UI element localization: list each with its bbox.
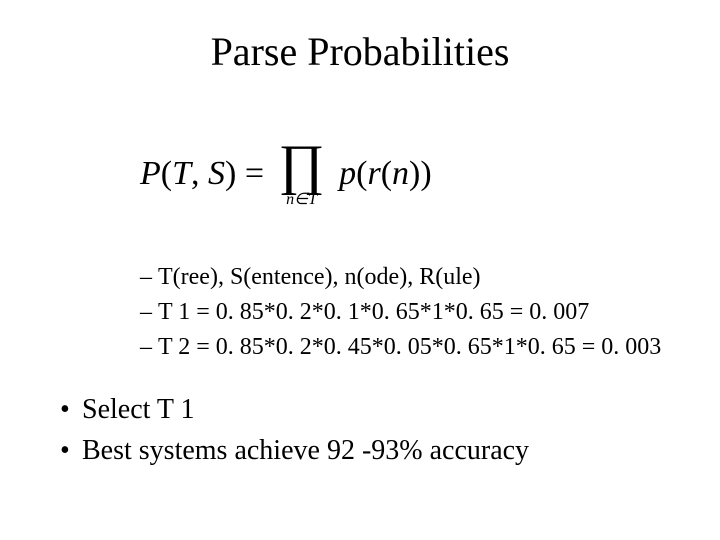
slide: Parse Probabilities P(T, S) = ∏ n∈T p(r(… bbox=[0, 0, 720, 540]
formula-p: p bbox=[339, 155, 356, 192]
bullet-icon: • bbox=[60, 431, 82, 472]
sub-bullet-text: T 2 = 0. 85*0. 2*0. 45*0. 05*0. 65*1*0. … bbox=[158, 334, 661, 360]
dash-icon: – bbox=[140, 260, 158, 295]
formula-open-paren: ( bbox=[161, 155, 172, 192]
formula-inner-close: ) bbox=[409, 155, 420, 192]
formula-S: S bbox=[208, 155, 225, 192]
formula-comma: , bbox=[191, 155, 200, 192]
dash-icon: – bbox=[140, 295, 158, 330]
formula-P: P bbox=[140, 155, 161, 192]
sub-bullet-list: –T(ree), S(entence), n(ode), R(ule) –T 1… bbox=[140, 260, 661, 364]
formula-T: T bbox=[172, 155, 191, 192]
product-symbol-icon: ∏ bbox=[279, 140, 325, 190]
sub-bullet-item: –T 2 = 0. 85*0. 2*0. 45*0. 05*0. 65*1*0.… bbox=[140, 330, 661, 365]
sub-bullet-item: –T(ree), S(entence), n(ode), R(ule) bbox=[140, 260, 661, 295]
sub-bullet-item: –T 1 = 0. 85*0. 2*0. 1*0. 65*1*0. 65 = 0… bbox=[140, 295, 661, 330]
formula-rhs-close: ) bbox=[420, 155, 431, 192]
main-bullet-item: •Best systems achieve 92 -93% accuracy bbox=[60, 431, 529, 472]
formula-n: n bbox=[392, 155, 409, 192]
dash-icon: – bbox=[140, 330, 158, 365]
formula-close-paren: ) bbox=[225, 155, 236, 192]
main-bullet-text: Select T 1 bbox=[82, 394, 195, 425]
sub-bullet-text: T 1 = 0. 85*0. 2*0. 1*0. 65*1*0. 65 = 0.… bbox=[158, 299, 589, 325]
product-operator: ∏ n∈T bbox=[279, 140, 325, 208]
formula-rhs: p(r(n)) bbox=[339, 155, 432, 193]
formula-lhs: P(T, S) bbox=[140, 155, 236, 193]
formula-rhs-open: ( bbox=[356, 155, 367, 192]
formula-r: r bbox=[367, 155, 380, 192]
formula-equals: = bbox=[245, 155, 264, 193]
slide-title: Parse Probabilities bbox=[0, 28, 720, 75]
main-bullet-text: Best systems achieve 92 -93% accuracy bbox=[82, 435, 529, 466]
sub-bullet-text: T(ree), S(entence), n(ode), R(ule) bbox=[158, 264, 481, 290]
formula-inner-open: ( bbox=[381, 155, 392, 192]
main-bullet-list: •Select T 1 •Best systems achieve 92 -93… bbox=[60, 390, 529, 471]
main-bullet-item: •Select T 1 bbox=[60, 390, 529, 431]
bullet-icon: • bbox=[60, 390, 82, 431]
formula: P(T, S) = ∏ n∈T p(r(n)) bbox=[140, 140, 432, 208]
